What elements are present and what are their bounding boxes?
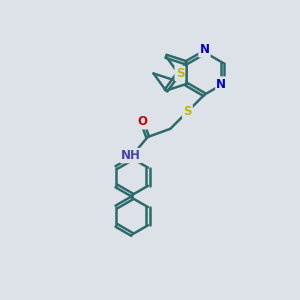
Text: O: O	[137, 115, 147, 128]
Text: S: S	[176, 67, 184, 80]
Text: NH: NH	[121, 149, 141, 162]
Text: N: N	[200, 44, 209, 56]
Text: N: N	[216, 77, 226, 91]
Text: S: S	[183, 105, 192, 118]
